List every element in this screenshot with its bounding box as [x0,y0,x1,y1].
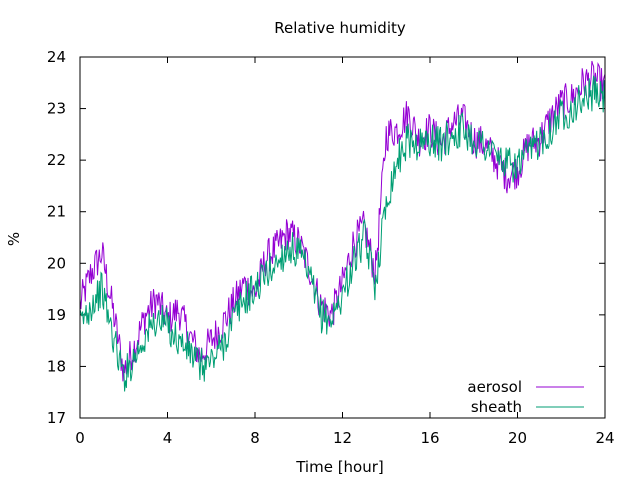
x-tick-label: 8 [250,429,260,447]
x-tick-label: 20 [508,429,527,447]
y-tick-label: 20 [47,254,66,272]
y-tick-label: 24 [47,48,66,66]
legend: aerosol sheath [467,378,584,416]
y-tick-label: 23 [47,100,66,118]
x-tick-label: 24 [595,429,614,447]
y-tick-label: 17 [47,409,66,427]
plot-lines [79,60,606,392]
x-tick-label: 0 [75,429,85,447]
y-axis-label: % [5,232,23,246]
y-tick-label: 22 [47,151,66,169]
x-tick-label: 16 [420,429,439,447]
y-tick-label: 21 [47,203,66,221]
plot-frame [79,56,606,419]
legend-label-aerosol: aerosol [467,378,522,396]
axis-ticks: 0 4 8 12 16 20 24 17 18 19 20 21 22 23 24 [47,48,615,447]
series-line-aerosol [79,60,606,382]
x-tick-label: 12 [333,429,352,447]
legend-label-sheath: sheath [471,398,522,416]
x-axis-label: Time [hour] [295,458,384,476]
x-tick-label: 4 [163,429,173,447]
y-tick-label: 18 [47,357,66,375]
y-tick-label: 19 [47,306,66,324]
chart-title: Relative humidity [274,19,406,37]
series-line-sheath [79,75,606,392]
